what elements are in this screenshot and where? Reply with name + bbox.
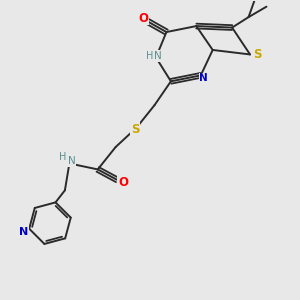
- Text: N: N: [68, 156, 75, 166]
- Text: O: O: [118, 176, 128, 189]
- Text: N: N: [154, 51, 161, 61]
- Text: S: S: [253, 48, 262, 61]
- Text: S: S: [131, 123, 139, 136]
- Text: N: N: [200, 73, 208, 83]
- Text: O: O: [138, 11, 148, 25]
- Text: H: H: [59, 152, 67, 163]
- Text: H: H: [146, 51, 153, 61]
- Text: N: N: [19, 227, 28, 237]
